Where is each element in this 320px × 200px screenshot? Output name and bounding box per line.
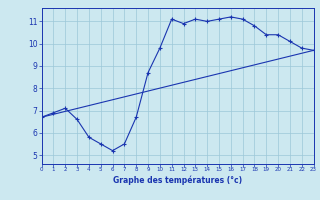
X-axis label: Graphe des températures (°c): Graphe des températures (°c) xyxy=(113,175,242,185)
